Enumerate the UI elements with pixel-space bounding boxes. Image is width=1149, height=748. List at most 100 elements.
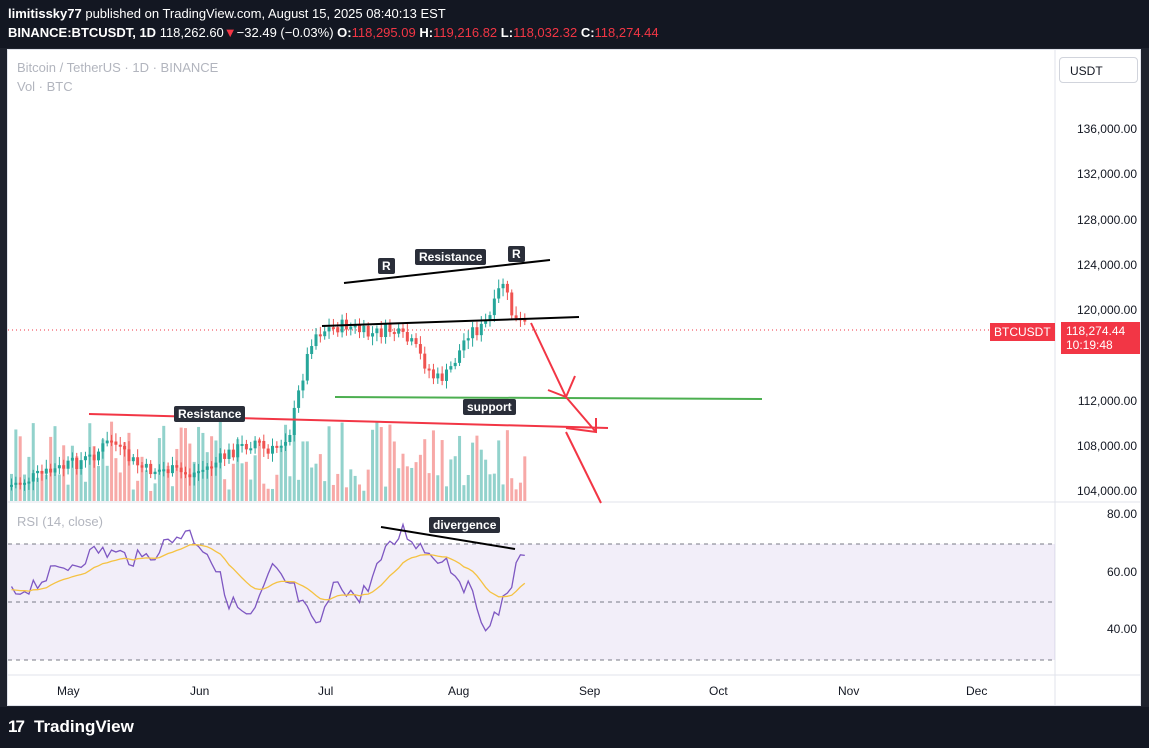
arrow-down-2[interactable] [565, 396, 597, 433]
time-tick: Nov [838, 684, 860, 698]
volume-bar [453, 456, 457, 501]
volume-bar [344, 487, 348, 501]
divergence-line[interactable] [380, 526, 516, 550]
rsi-line [10, 522, 525, 632]
logo-text: TradingView [34, 717, 134, 736]
publish-info: limitissky77 published on TradingView.co… [8, 6, 446, 21]
resistance-label-top[interactable]: Resistance [415, 249, 487, 265]
time-tick: Dec [966, 684, 988, 698]
volume-bar [149, 490, 153, 501]
close-label: C: [580, 25, 595, 40]
price-tick: 108,000.00 [1076, 439, 1137, 453]
volume-bar [505, 430, 509, 501]
support-line[interactable] [334, 396, 763, 400]
support-label[interactable]: support [463, 399, 516, 415]
candle-body [401, 328, 405, 332]
candle-body [123, 445, 127, 450]
candle-body [445, 369, 448, 381]
rsi-label[interactable]: RSI (14, close) [17, 514, 103, 529]
volume-bar [318, 454, 322, 501]
price-tick: 112,000.00 [1077, 394, 1137, 408]
volume-bar [166, 465, 170, 501]
candle-body [501, 283, 505, 289]
candle-body [57, 465, 61, 469]
candle-body [253, 440, 257, 449]
volume-bar [231, 463, 235, 501]
volume-bar [414, 462, 418, 501]
last-price-text: 118,262.60 [159, 25, 224, 40]
upper-resistance-trendline[interactable] [343, 259, 551, 284]
chart-title[interactable]: Bitcoin / TetherUS · 1D · BINANCE [17, 60, 219, 75]
candle-body [297, 390, 301, 408]
candle-body [305, 353, 309, 381]
candle-body [53, 468, 57, 473]
candle-body [127, 449, 131, 462]
candle-body [75, 457, 79, 469]
candle-body [110, 440, 114, 443]
candle-body [284, 442, 288, 446]
candle-body [101, 443, 105, 452]
candle-body [197, 471, 201, 474]
volume-label[interactable]: Vol · BTC [17, 79, 73, 94]
volume-bar [240, 463, 244, 501]
volume-bar [114, 458, 118, 501]
r-marker-2[interactable]: R [508, 246, 525, 262]
volume-bar [249, 479, 253, 501]
candle-body [510, 292, 514, 316]
candle-body [431, 369, 435, 379]
candle-body [349, 326, 353, 330]
volume-bar [449, 459, 453, 501]
divergence-label[interactable]: divergence [429, 517, 501, 533]
currency-button[interactable]: USDT [1059, 57, 1138, 83]
volume-bar [314, 463, 318, 501]
last-price-value: 118,274.44 [1066, 324, 1126, 338]
volume-bar [271, 488, 274, 501]
candle-body [149, 463, 153, 475]
candle-body [144, 463, 148, 468]
candle-body [210, 466, 214, 469]
arrow-down-1[interactable] [530, 322, 567, 398]
volume-bar [375, 421, 379, 501]
volume-bar [236, 439, 240, 501]
volume-bar [127, 432, 131, 501]
candle-body [479, 323, 483, 336]
volume-bar [244, 461, 248, 501]
volume-bar [153, 483, 157, 501]
candle-body [336, 327, 340, 333]
volume-bar [349, 469, 353, 501]
last-price-badge: 118,274.44 10:19:48 [1061, 322, 1140, 354]
projection-arrows[interactable] [530, 322, 602, 504]
rsi-tick: 40.00 [1106, 622, 1137, 636]
candle-body [314, 334, 318, 347]
time-tick: Sep [579, 684, 601, 698]
tradingview-logo[interactable]: 17 TradingView [8, 717, 134, 737]
volume-bar [440, 440, 444, 501]
resistance-label-low[interactable]: Resistance [174, 406, 246, 422]
candle-body [458, 350, 462, 363]
volume-bar [101, 439, 105, 501]
volume-bar [466, 474, 470, 501]
rsi-tick: 60.00 [1106, 565, 1137, 579]
volume-bar [458, 435, 462, 501]
candle-body [379, 328, 383, 338]
candle-body [49, 468, 53, 473]
volume-bar [279, 447, 283, 501]
volume-bar [227, 489, 231, 501]
lower-resistance-line[interactable] [88, 413, 609, 429]
candle-body [36, 470, 40, 474]
arrow-down-3[interactable] [565, 431, 602, 504]
mid-trendline[interactable] [321, 316, 580, 327]
candle-body [271, 445, 274, 454]
close-value: 118,274.44 [594, 25, 659, 40]
candle-body [279, 445, 283, 448]
candle-body [397, 328, 401, 334]
volume-bar [105, 465, 109, 501]
volume-bar [514, 489, 518, 501]
price-tick: 132,000.00 [1076, 167, 1137, 181]
candle-body [414, 338, 418, 345]
candle-body [375, 328, 379, 334]
r-marker-1[interactable]: R [378, 258, 395, 274]
down-arrow-icon: ▼ [223, 25, 237, 40]
author-name[interactable]: limitissky77 [8, 6, 82, 21]
